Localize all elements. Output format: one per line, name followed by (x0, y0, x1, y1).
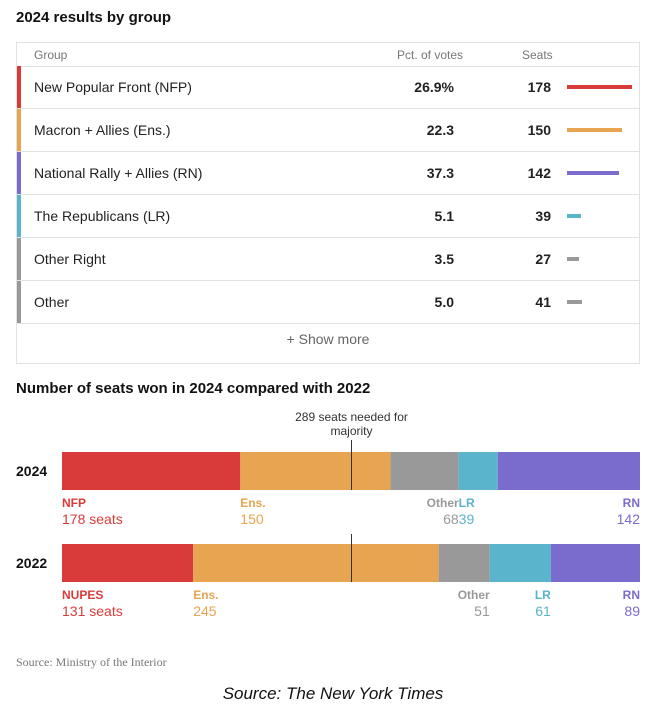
row-seats: 178 (527, 79, 551, 95)
row-color-swatch (17, 152, 21, 194)
row-group-name: The Republicans (LR) (34, 208, 171, 224)
header-group: Group (34, 48, 68, 62)
year-label: 2022 (16, 555, 47, 571)
row-pct: 22.3 (426, 122, 454, 138)
segment-value: 150 (240, 511, 264, 527)
seat-segment (62, 544, 194, 582)
seat-segment (390, 452, 459, 490)
segment-label: LR (459, 496, 475, 510)
segment-label: Other (427, 496, 459, 510)
table-row: Macron + Allies (Ens.) 22.3 150 (17, 109, 639, 152)
segment-value: 61 (535, 603, 551, 619)
row-color-swatch (17, 195, 21, 237)
segment-label: Other (458, 588, 490, 602)
row-pct: 26.9% (414, 79, 454, 95)
chart-title: Number of seats won in 2024 compared wit… (16, 380, 371, 397)
row-group-name: Other Right (34, 251, 106, 267)
seat-segment (193, 544, 439, 582)
segment-label: Ens. (193, 588, 218, 602)
show-more-button[interactable]: + Show more (286, 331, 370, 347)
table-row: National Rally + Allies (RN) 37.3 142 (17, 152, 639, 195)
majority-annotation: 289 seats needed for majority (295, 410, 408, 438)
row-group-name: Macron + Allies (Ens.) (34, 122, 171, 138)
row-color-swatch (17, 281, 21, 323)
table-row: New Popular Front (NFP) 26.9% 178 (17, 66, 639, 109)
segment-value: 245 (193, 603, 217, 619)
table-header: Group Pct. of votes Seats (17, 43, 639, 67)
row-color-swatch (17, 238, 21, 280)
row-seats: 27 (535, 251, 551, 267)
seat-segment (489, 544, 551, 582)
row-color-swatch (17, 109, 21, 151)
segment-label: Ens. (240, 496, 265, 510)
table-row: Other Right 3.5 27 (17, 238, 639, 281)
row-seats: 39 (535, 208, 551, 224)
segment-value: 68 (443, 511, 459, 527)
results-table: Group Pct. of votes Seats New Popular Fr… (16, 42, 640, 364)
seat-segment (438, 544, 490, 582)
segment-value: 39 (459, 511, 475, 527)
segment-value: 142 (617, 511, 641, 527)
row-pct: 3.5 (434, 251, 454, 267)
seat-segment (550, 544, 640, 582)
segment-label: RN (623, 588, 640, 602)
segment-value: 178 seats (62, 511, 123, 527)
row-group-name: Other (34, 294, 70, 310)
segment-value: 131 seats (62, 603, 123, 619)
row-seat-bar (567, 300, 582, 304)
table-title: 2024 results by group (16, 9, 172, 26)
row-seat-bar (567, 257, 579, 261)
row-seats: 142 (527, 165, 551, 181)
row-seats: 41 (535, 294, 551, 310)
segment-value: 51 (474, 603, 490, 619)
row-pct: 5.1 (434, 208, 454, 224)
segment-label: NUPES (62, 588, 103, 602)
table-row: The Republicans (LR) 5.1 39 (17, 195, 639, 238)
row-seat-bar (567, 214, 581, 218)
year-label: 2024 (16, 463, 47, 479)
row-group-name: National Rally + Allies (RN) (34, 165, 203, 181)
segment-label: NFP (62, 496, 86, 510)
row-seat-bar (567, 171, 619, 175)
row-seat-bar (567, 128, 622, 132)
header-pct-votes: Pct. of votes (397, 48, 464, 62)
table-row: Other 5.0 41 (17, 281, 639, 324)
seat-segment (458, 452, 498, 490)
image-caption: Source: The New York Times (222, 684, 444, 703)
row-pct: 5.0 (434, 294, 454, 310)
segment-value: 89 (624, 603, 640, 619)
row-group-name: New Popular Front (NFP) (34, 79, 192, 95)
source-note: Source: Ministry of the Interior (16, 655, 167, 669)
row-color-swatch (17, 66, 21, 108)
segment-label: LR (535, 588, 551, 602)
row-seats: 150 (527, 122, 551, 138)
row-pct: 37.3 (426, 165, 454, 181)
header-seats: Seats (522, 48, 553, 62)
row-seat-bar (567, 85, 632, 89)
seat-segment (497, 452, 640, 490)
seat-segment (240, 452, 391, 490)
segment-label: RN (623, 496, 640, 510)
seat-segment (62, 452, 241, 490)
